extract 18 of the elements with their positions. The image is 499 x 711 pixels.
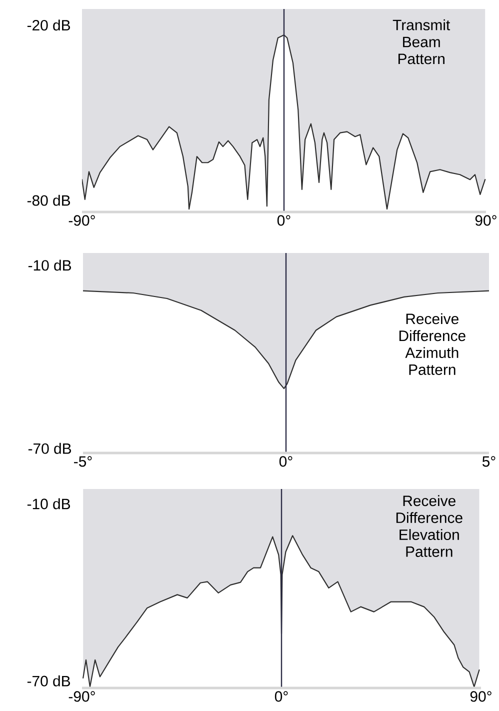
x-tick-label: 0°: [277, 215, 290, 226]
x-tick-label: 90°: [470, 691, 492, 702]
x-tick-label: -5°: [74, 456, 92, 467]
y-tick-label: -10 dB: [27, 498, 70, 510]
y-tick-label: -20 dB: [27, 20, 70, 31]
x-tick-label: -90°: [68, 691, 95, 702]
x-tick-label: 90°: [475, 215, 496, 226]
x-tick-label: 0°: [274, 691, 288, 702]
y-tick-label: -70 dB: [27, 675, 70, 686]
x-tick-label: -90°: [68, 215, 95, 226]
y-tick-label: -70 dB: [28, 442, 72, 454]
x-tick-label: 5°: [482, 456, 496, 467]
annotation: Receive Difference Azimuth Pattern: [399, 313, 466, 375]
y-tick-label: -10 dB: [28, 260, 72, 271]
x-tick-label: 0°: [279, 456, 292, 467]
annotation: Transmit Beam Pattern: [392, 19, 450, 64]
y-tick-label: -80 dB: [27, 194, 70, 206]
annotation: Receive Difference Elevation Pattern: [396, 495, 462, 557]
